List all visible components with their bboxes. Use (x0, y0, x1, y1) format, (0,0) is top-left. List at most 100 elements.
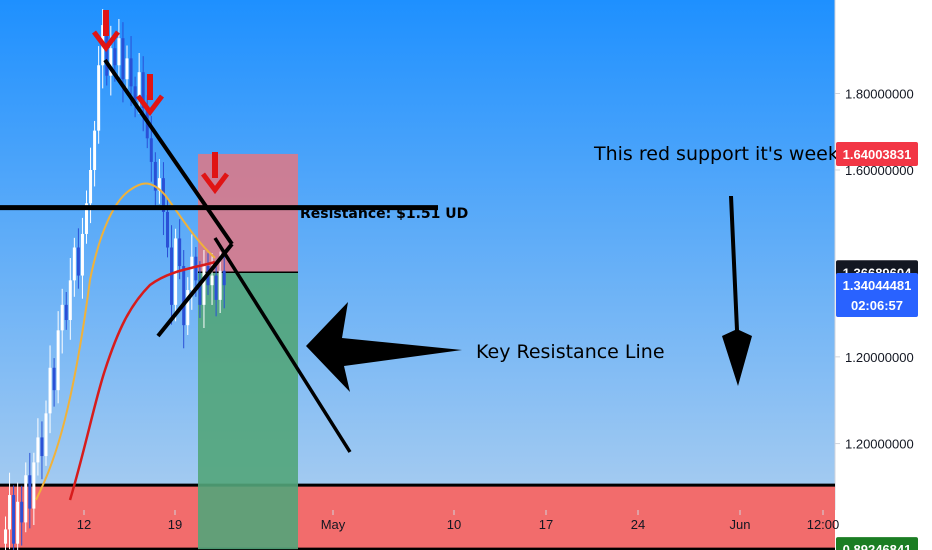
candle-body (149, 138, 153, 162)
price-badges: 1.640038311.366896041.3404448102:06:570.… (836, 141, 918, 550)
price-tick-label: 1.20000000 (845, 350, 914, 365)
candle-body (157, 178, 161, 191)
red-arrow-shaft (147, 74, 153, 100)
candle-body (20, 501, 24, 523)
price-badge-label: 1.34044481 (843, 278, 912, 293)
time-tick-label: 10 (447, 517, 461, 532)
plot-background (0, 0, 835, 510)
candle-body (137, 72, 141, 101)
candle-body (24, 475, 28, 523)
candle-body (97, 65, 101, 131)
candle-body (76, 247, 80, 276)
price-tick-label: 1.60000000 (845, 163, 914, 178)
candle-body (64, 304, 68, 321)
big-left-arrow-icon (306, 302, 462, 392)
candle-body (4, 529, 7, 544)
ascending-trendline (156, 242, 234, 338)
key-resistance-label: Key Resistance Line (476, 341, 665, 363)
candle-body (85, 203, 88, 234)
candle-body (60, 304, 64, 331)
support-note: This red support it's weekly zon (593, 143, 895, 165)
candle-body (121, 38, 125, 80)
time-tick-label: 19 (168, 517, 182, 532)
red-arrow-shaft (212, 152, 218, 178)
red-arrow-head (201, 172, 229, 195)
time-tick-label: Jun (730, 517, 751, 532)
candle-body (222, 270, 226, 286)
time-tick-label: 17 (539, 517, 553, 532)
candle-body (109, 48, 113, 76)
price-badge-box (836, 141, 918, 166)
candle-body (32, 462, 36, 509)
red-arrow-down-icon (92, 10, 120, 53)
price-badge-box (836, 272, 918, 317)
candle-body (93, 130, 97, 170)
annotations-layer: Resistance: $1.51 UD Key Resistance Line… (300, 143, 895, 363)
candle-body (190, 256, 194, 291)
price-badge-label: 0.89246841 (843, 542, 912, 550)
time-ticks: 12 19 May 10 17 24 Jun 12:00 (77, 510, 840, 532)
candle-body (133, 86, 137, 101)
candle-body (214, 275, 218, 300)
price-badge: 1.34044481 02:06:57 (836, 272, 918, 317)
candle-body (218, 270, 222, 300)
time-tick-label: 12:00 (807, 517, 840, 532)
candle-body (44, 413, 48, 457)
drawings-layer (0, 10, 752, 453)
price-ticks: 2.200000001.800000001.600000001.20000000… (835, 86, 914, 452)
candle-body (8, 495, 12, 530)
red-arrow-shaft (103, 10, 109, 36)
price-tick-label: 1.20000000 (845, 437, 914, 452)
candle-body (194, 256, 198, 281)
candle-body (117, 38, 121, 66)
resistance-label: Resistance: $1.51 UD (300, 206, 468, 222)
candle-body (178, 238, 182, 267)
projection-line (213, 237, 352, 453)
descending-trendline (103, 58, 234, 246)
candle-body (80, 233, 84, 276)
candle-body (16, 501, 20, 544)
time-tick-label: 24 (631, 517, 645, 532)
support-zone (0, 485, 835, 550)
candle-body (28, 475, 32, 509)
candle-body (186, 290, 190, 326)
candle-body (12, 495, 16, 544)
red-arrow-down-icon (136, 74, 164, 117)
candle-body (89, 170, 93, 204)
candle-body (210, 275, 214, 286)
candle-body (153, 161, 157, 191)
candle-body (161, 178, 165, 212)
red-arrow-down-icon (201, 152, 229, 195)
candle-body (56, 330, 60, 391)
red-arrow-head (92, 30, 120, 53)
red-arrow-head (136, 94, 164, 117)
candle-body (36, 437, 40, 463)
candle-body (202, 266, 206, 305)
price-badge-label: 1.64003831 (843, 147, 912, 162)
big-down-arrow-icon (722, 196, 752, 386)
candle-body (170, 247, 174, 305)
price-badge: 1.64003831 (836, 141, 918, 166)
zones-layer (0, 153, 835, 550)
candle-body (141, 72, 145, 109)
time-tick-label: May (321, 517, 346, 532)
candle-body (182, 266, 186, 326)
take-profit-zone (198, 272, 298, 550)
price-tick-label: 1.80000000 (845, 86, 914, 101)
candle-body (68, 280, 72, 321)
candle-body (198, 280, 202, 305)
price-badge-box (836, 537, 918, 550)
candle-body (72, 247, 76, 281)
ma-slow-line (68, 260, 216, 501)
time-tick-label: 12 (77, 517, 91, 532)
candle-body (113, 48, 117, 66)
price-badge: 0.89246841 (836, 537, 918, 550)
candle-body (129, 58, 133, 87)
candle-body (166, 211, 169, 248)
candle-body (125, 58, 129, 80)
candle-body (48, 367, 52, 414)
candle-body (52, 367, 56, 391)
price-badge-countdown: 02:06:57 (851, 298, 903, 313)
